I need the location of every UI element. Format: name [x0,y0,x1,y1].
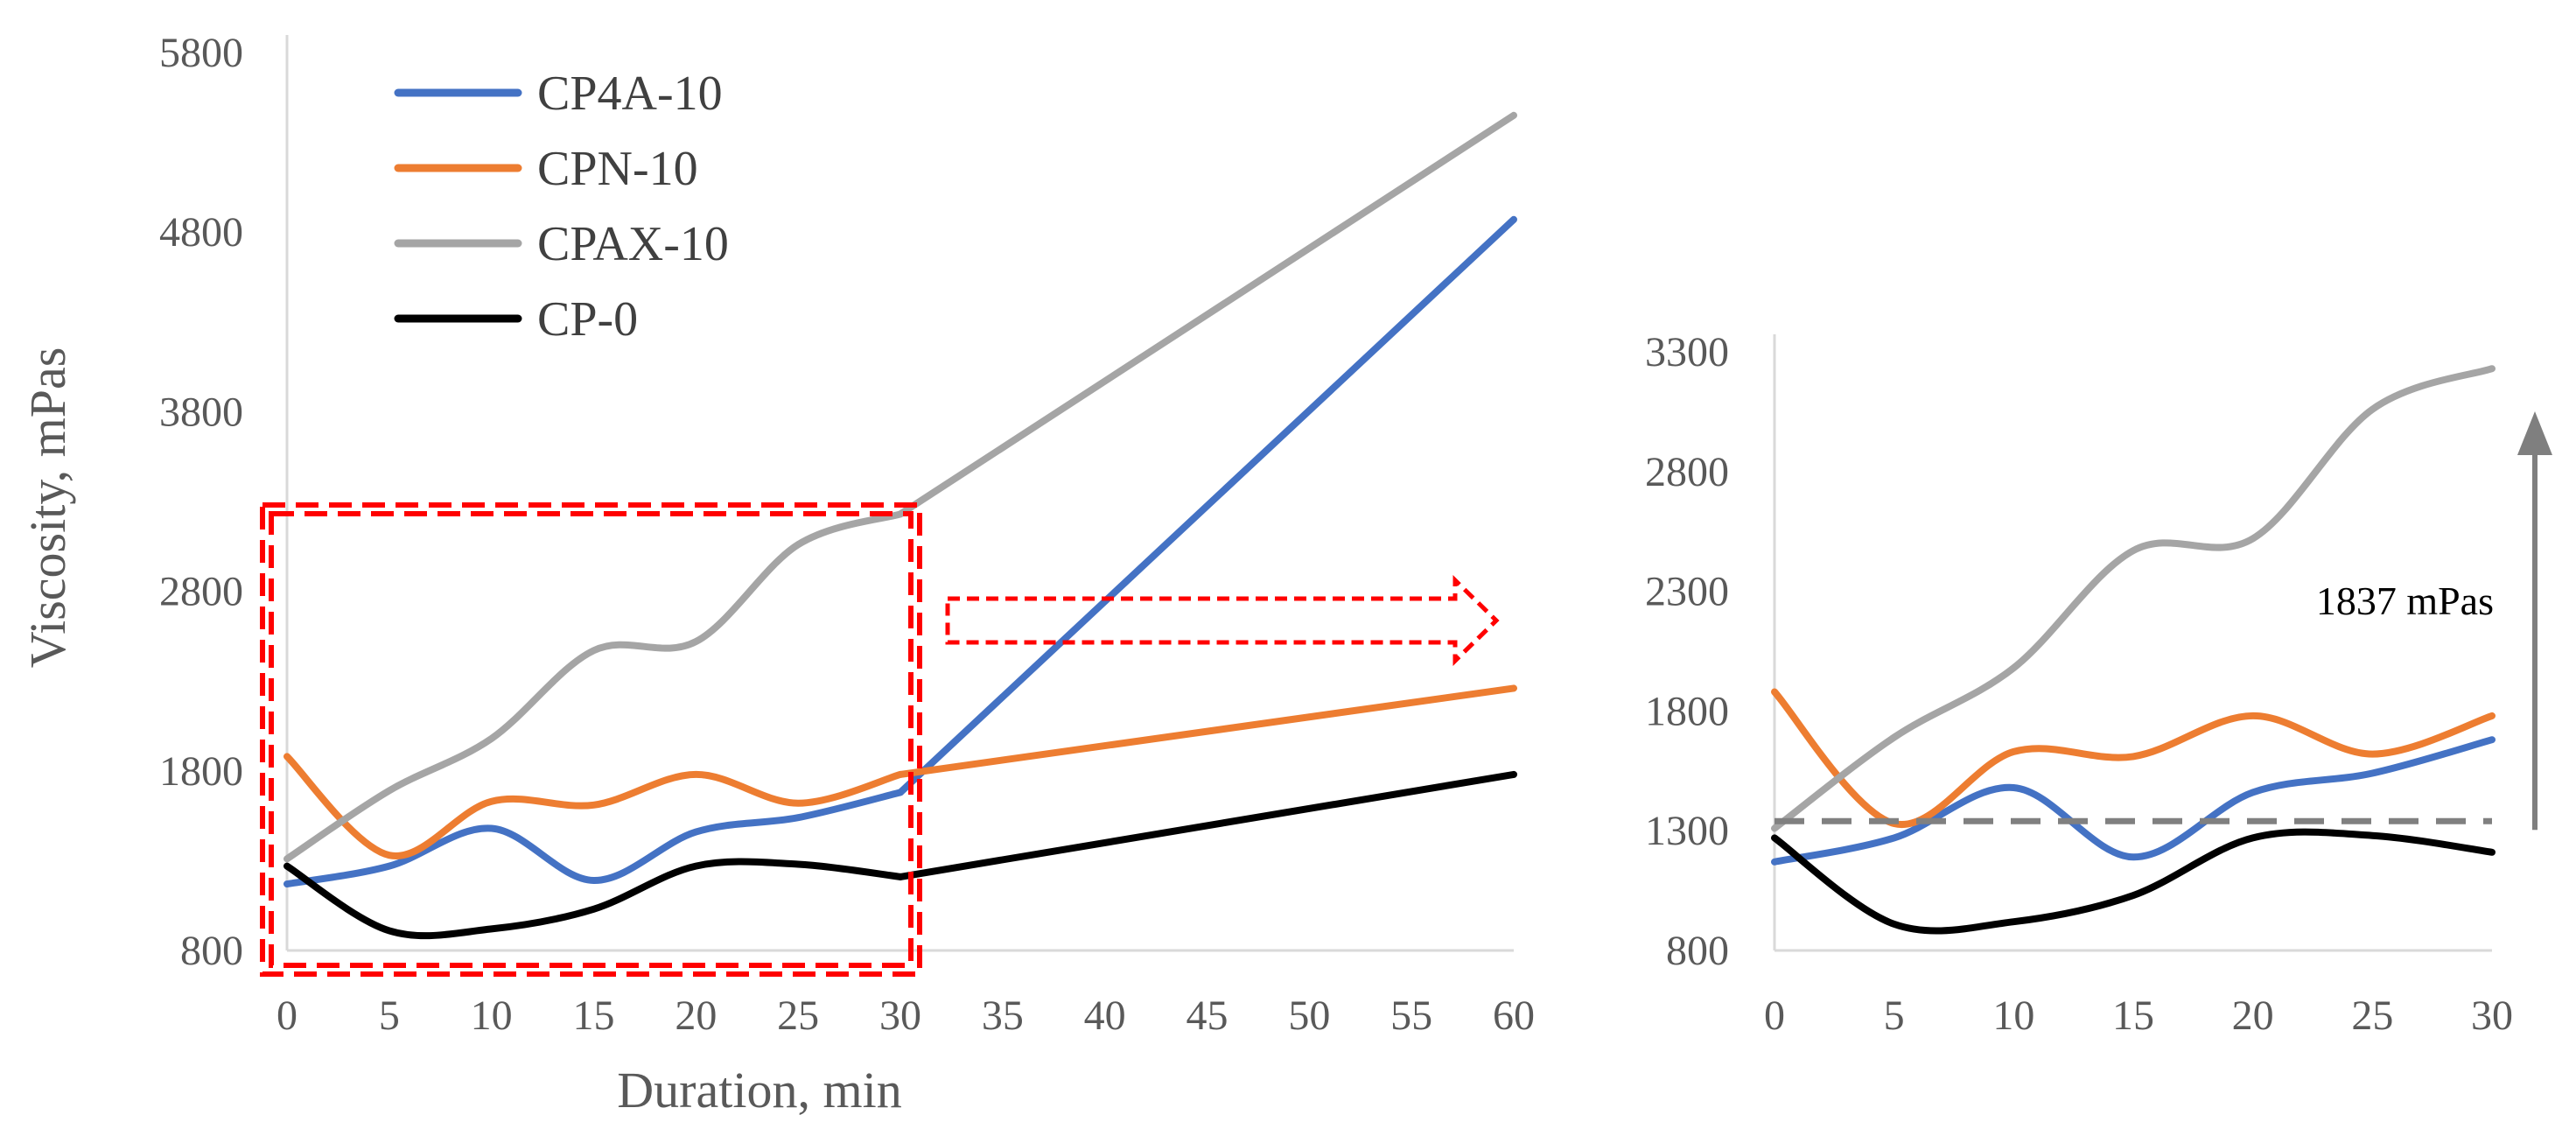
series-line-cp-0 [284,858,904,940]
y-tick-label: 3800 [159,389,243,435]
y-tick-label: 5800 [159,30,243,76]
x-tick-label: 30 [879,992,921,1039]
series-line-cpax-10 [284,510,904,863]
series-line-cp4a-10-extension [897,215,1517,796]
x-tick-label: 55 [1390,992,1432,1039]
y-tick-label: 2800 [159,569,243,615]
y-tick-label: 2300 [1645,569,1729,615]
series-line-cp4a-10 [284,789,904,888]
series-line-cp4a-10 [1771,736,2496,866]
zoom-region-outer [260,502,922,977]
x-tick-label: 10 [471,992,513,1039]
x-tick-label: 30 [2471,992,2513,1039]
x-tick-label: 40 [1084,992,1126,1039]
y-tick-label: 1800 [159,748,243,795]
series-line-cpax-10 [1771,365,2496,832]
series-line-cp-0 [1771,828,2496,935]
zoom-region-inner [269,511,914,968]
increase-arrowhead [2517,411,2552,455]
x-tick-label: 15 [2112,992,2154,1039]
y-tick-label: 800 [1666,928,1729,974]
zoom-pointer-arrow [945,575,1500,666]
inset-chart: 800 1300 1800 2300 2800 3300 0 5 10 15 20 25 30 1837 … [1645,329,2552,1039]
x-tick-label: 45 [1186,992,1228,1039]
y-tick-label: 1800 [1645,688,1729,734]
chart-decorations [260,502,1500,977]
x-tick-label: 25 [777,992,819,1039]
legend-label-cpax-10: CPAX-10 [537,217,729,271]
x-tick-label: 0 [276,992,298,1039]
series-line-cpn-10-extension [897,684,1517,778]
series-line-cpn-10 [284,753,904,859]
x-tick-label: 20 [2232,992,2274,1039]
x-tick-label: 60 [1493,992,1535,1039]
series-line-cpax-10-extension [897,111,1517,518]
y-tick-label: 2800 [1645,449,1729,495]
x-axis-title: Duration, min [617,1062,901,1118]
x-tick-label: 50 [1288,992,1330,1039]
x-tick-label: 20 [675,992,717,1039]
legend-label-cpn-10: CPN-10 [537,142,698,196]
x-tick-label: 10 [1992,992,2034,1039]
y-axis-title: Viscosity, mPas [19,347,76,669]
x-tick-label: 0 [1764,992,1785,1039]
x-tick-label: 25 [2351,992,2393,1039]
x-tick-label: 5 [379,992,400,1039]
y-tick-label: 4800 [159,209,243,256]
x-tick-label: 5 [1884,992,1905,1039]
legend-label-cp4a-10: CP4A-10 [537,67,723,121]
x-tick-label: 15 [573,992,615,1039]
increase-annotation: 1837 mPas [2316,579,2494,623]
series-line-cpn-10 [1771,688,2496,829]
legend-label-cp-0: CP-0 [537,292,638,347]
series-line-cp-0-extension [897,770,1517,880]
y-tick-label: 1300 [1645,808,1729,854]
main-chart: 800 1800 2800 3800 4800 5800 0 5 10 15 20 25 30 35 40 4… [19,30,1535,1118]
x-tick-label: 35 [982,992,1024,1039]
y-tick-label: 800 [180,928,243,974]
y-tick-label: 3300 [1645,329,1729,375]
